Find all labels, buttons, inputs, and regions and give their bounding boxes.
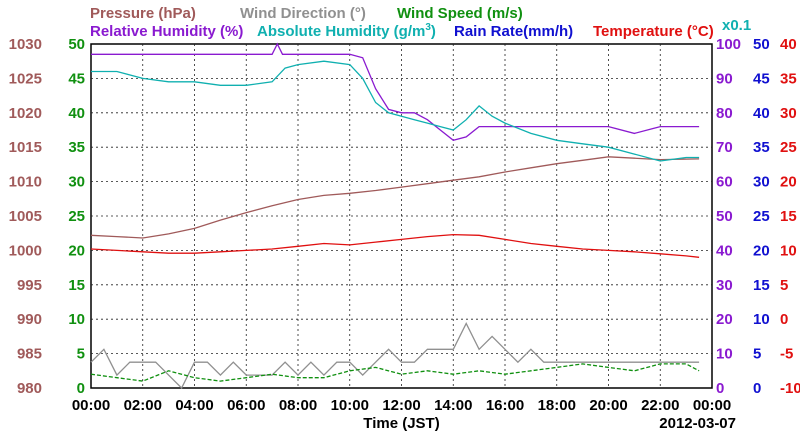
series-line-relative-humidity xyxy=(91,42,700,142)
y-tick-relative-humidity: 20 xyxy=(716,311,733,328)
y-tick-wind-speed: 30 xyxy=(68,174,85,191)
x-tick-label: 16:00 xyxy=(486,397,524,414)
y-tick-rain-rate: 25 xyxy=(753,208,770,225)
y-tick-relative-humidity: 60 xyxy=(716,174,733,191)
y-tick-temperature: 40 xyxy=(780,36,797,53)
x-tick-label: 00:00 xyxy=(72,397,110,414)
y-tick-wind-speed: 25 xyxy=(68,208,85,225)
y-tick-relative-humidity: 30 xyxy=(716,277,733,294)
y-tick-pressure: 990 xyxy=(17,311,42,328)
legend-entry: Wind Direction (°) xyxy=(240,5,366,22)
y-tick-temperature: 30 xyxy=(780,105,797,122)
legend-entry: Temperature (°C) xyxy=(593,23,714,40)
y-tick-temperature: -5 xyxy=(780,346,793,363)
rain-multiplier-label: x0.1 xyxy=(722,17,751,34)
y-tick-relative-humidity: 70 xyxy=(716,139,733,156)
legend-entry: Absolute Humidity (g/m3) xyxy=(257,22,436,40)
legend-entry: Wind Speed (m/s) xyxy=(397,5,523,22)
y-tick-rain-rate: 45 xyxy=(753,70,770,87)
y-tick-temperature: 25 xyxy=(780,139,797,156)
y-tick-pressure: 1000 xyxy=(9,242,42,259)
series-line-wind-direction xyxy=(90,322,700,390)
series-line-absolute-humidity-g-m xyxy=(91,60,700,162)
y-tick-relative-humidity: 10 xyxy=(716,346,733,363)
y-tick-wind-speed: 15 xyxy=(68,277,85,294)
y-tick-relative-humidity: 80 xyxy=(716,105,733,122)
y-tick-wind-speed: 0 xyxy=(77,380,85,397)
x-tick-label: 06:00 xyxy=(227,397,265,414)
x-axis-label: Time (JST) xyxy=(363,415,439,432)
y-tick-rain-rate: 40 xyxy=(753,105,770,122)
y-tick-rain-rate: 5 xyxy=(753,346,761,363)
y-tick-rain-rate: 15 xyxy=(753,277,770,294)
y-tick-wind-speed: 35 xyxy=(68,139,85,156)
x-tick-label: 08:00 xyxy=(279,397,317,414)
y-tick-pressure: 1020 xyxy=(9,105,42,122)
y-tick-wind-speed: 50 xyxy=(68,36,85,53)
y-tick-temperature: 5 xyxy=(780,277,788,294)
y-tick-relative-humidity: 100 xyxy=(716,36,741,53)
y-tick-temperature: 15 xyxy=(780,208,797,225)
series-line-pressure-hpa xyxy=(90,156,700,239)
y-tick-rain-rate: 50 xyxy=(753,36,770,53)
y-tick-rain-rate: 20 xyxy=(753,242,770,259)
x-tick-label: 20:00 xyxy=(589,397,627,414)
x-tick-label: 04:00 xyxy=(175,397,213,414)
y-tick-pressure: 1010 xyxy=(9,174,42,191)
y-tick-relative-humidity: 40 xyxy=(716,242,733,259)
y-tick-relative-humidity: 50 xyxy=(716,208,733,225)
y-tick-temperature: 10 xyxy=(780,242,797,259)
y-tick-relative-humidity: 90 xyxy=(716,70,733,87)
x-tick-label: 10:00 xyxy=(331,397,369,414)
date-label: 2012-03-07 xyxy=(659,415,736,432)
y-tick-pressure: 1005 xyxy=(9,208,42,225)
y-tick-wind-speed: 40 xyxy=(68,105,85,122)
series-line-temperature-c xyxy=(90,233,700,258)
x-tick-label: 18:00 xyxy=(538,397,576,414)
y-tick-wind-speed: 10 xyxy=(68,311,85,328)
y-tick-pressure: 1015 xyxy=(9,139,42,156)
y-tick-pressure: 985 xyxy=(17,346,42,363)
legend-entry: Pressure (hPa) xyxy=(90,5,196,22)
y-tick-wind-speed: 5 xyxy=(77,346,85,363)
y-tick-temperature: 20 xyxy=(780,174,797,191)
x-tick-label: 02:00 xyxy=(124,397,162,414)
legend-entry: Relative Humidity (%) xyxy=(90,23,243,40)
y-tick-wind-speed: 20 xyxy=(68,242,85,259)
y-tick-pressure: 1030 xyxy=(9,36,42,53)
y-tick-rain-rate: 30 xyxy=(753,174,770,191)
x-tick-label: 00:00 xyxy=(693,397,731,414)
y-tick-wind-speed: 45 xyxy=(68,70,85,87)
series-line-wind-speed-m-s xyxy=(90,363,700,382)
y-tick-temperature: 0 xyxy=(780,311,788,328)
x-tick-label: 12:00 xyxy=(382,397,420,414)
y-tick-rain-rate: 35 xyxy=(753,139,770,156)
x-tick-label: 22:00 xyxy=(641,397,679,414)
x-tick-label: 14:00 xyxy=(434,397,472,414)
y-tick-temperature: -10 xyxy=(780,380,800,397)
y-tick-pressure: 980 xyxy=(17,380,42,397)
y-tick-temperature: 35 xyxy=(780,70,797,87)
y-tick-rain-rate: 10 xyxy=(753,311,770,328)
legend-entry: Rain Rate(mm/h) xyxy=(454,23,573,40)
y-tick-pressure: 995 xyxy=(17,277,42,294)
y-tick-relative-humidity: 0 xyxy=(716,380,724,397)
y-tick-rain-rate: 0 xyxy=(753,380,761,397)
y-tick-pressure: 1025 xyxy=(9,70,42,87)
